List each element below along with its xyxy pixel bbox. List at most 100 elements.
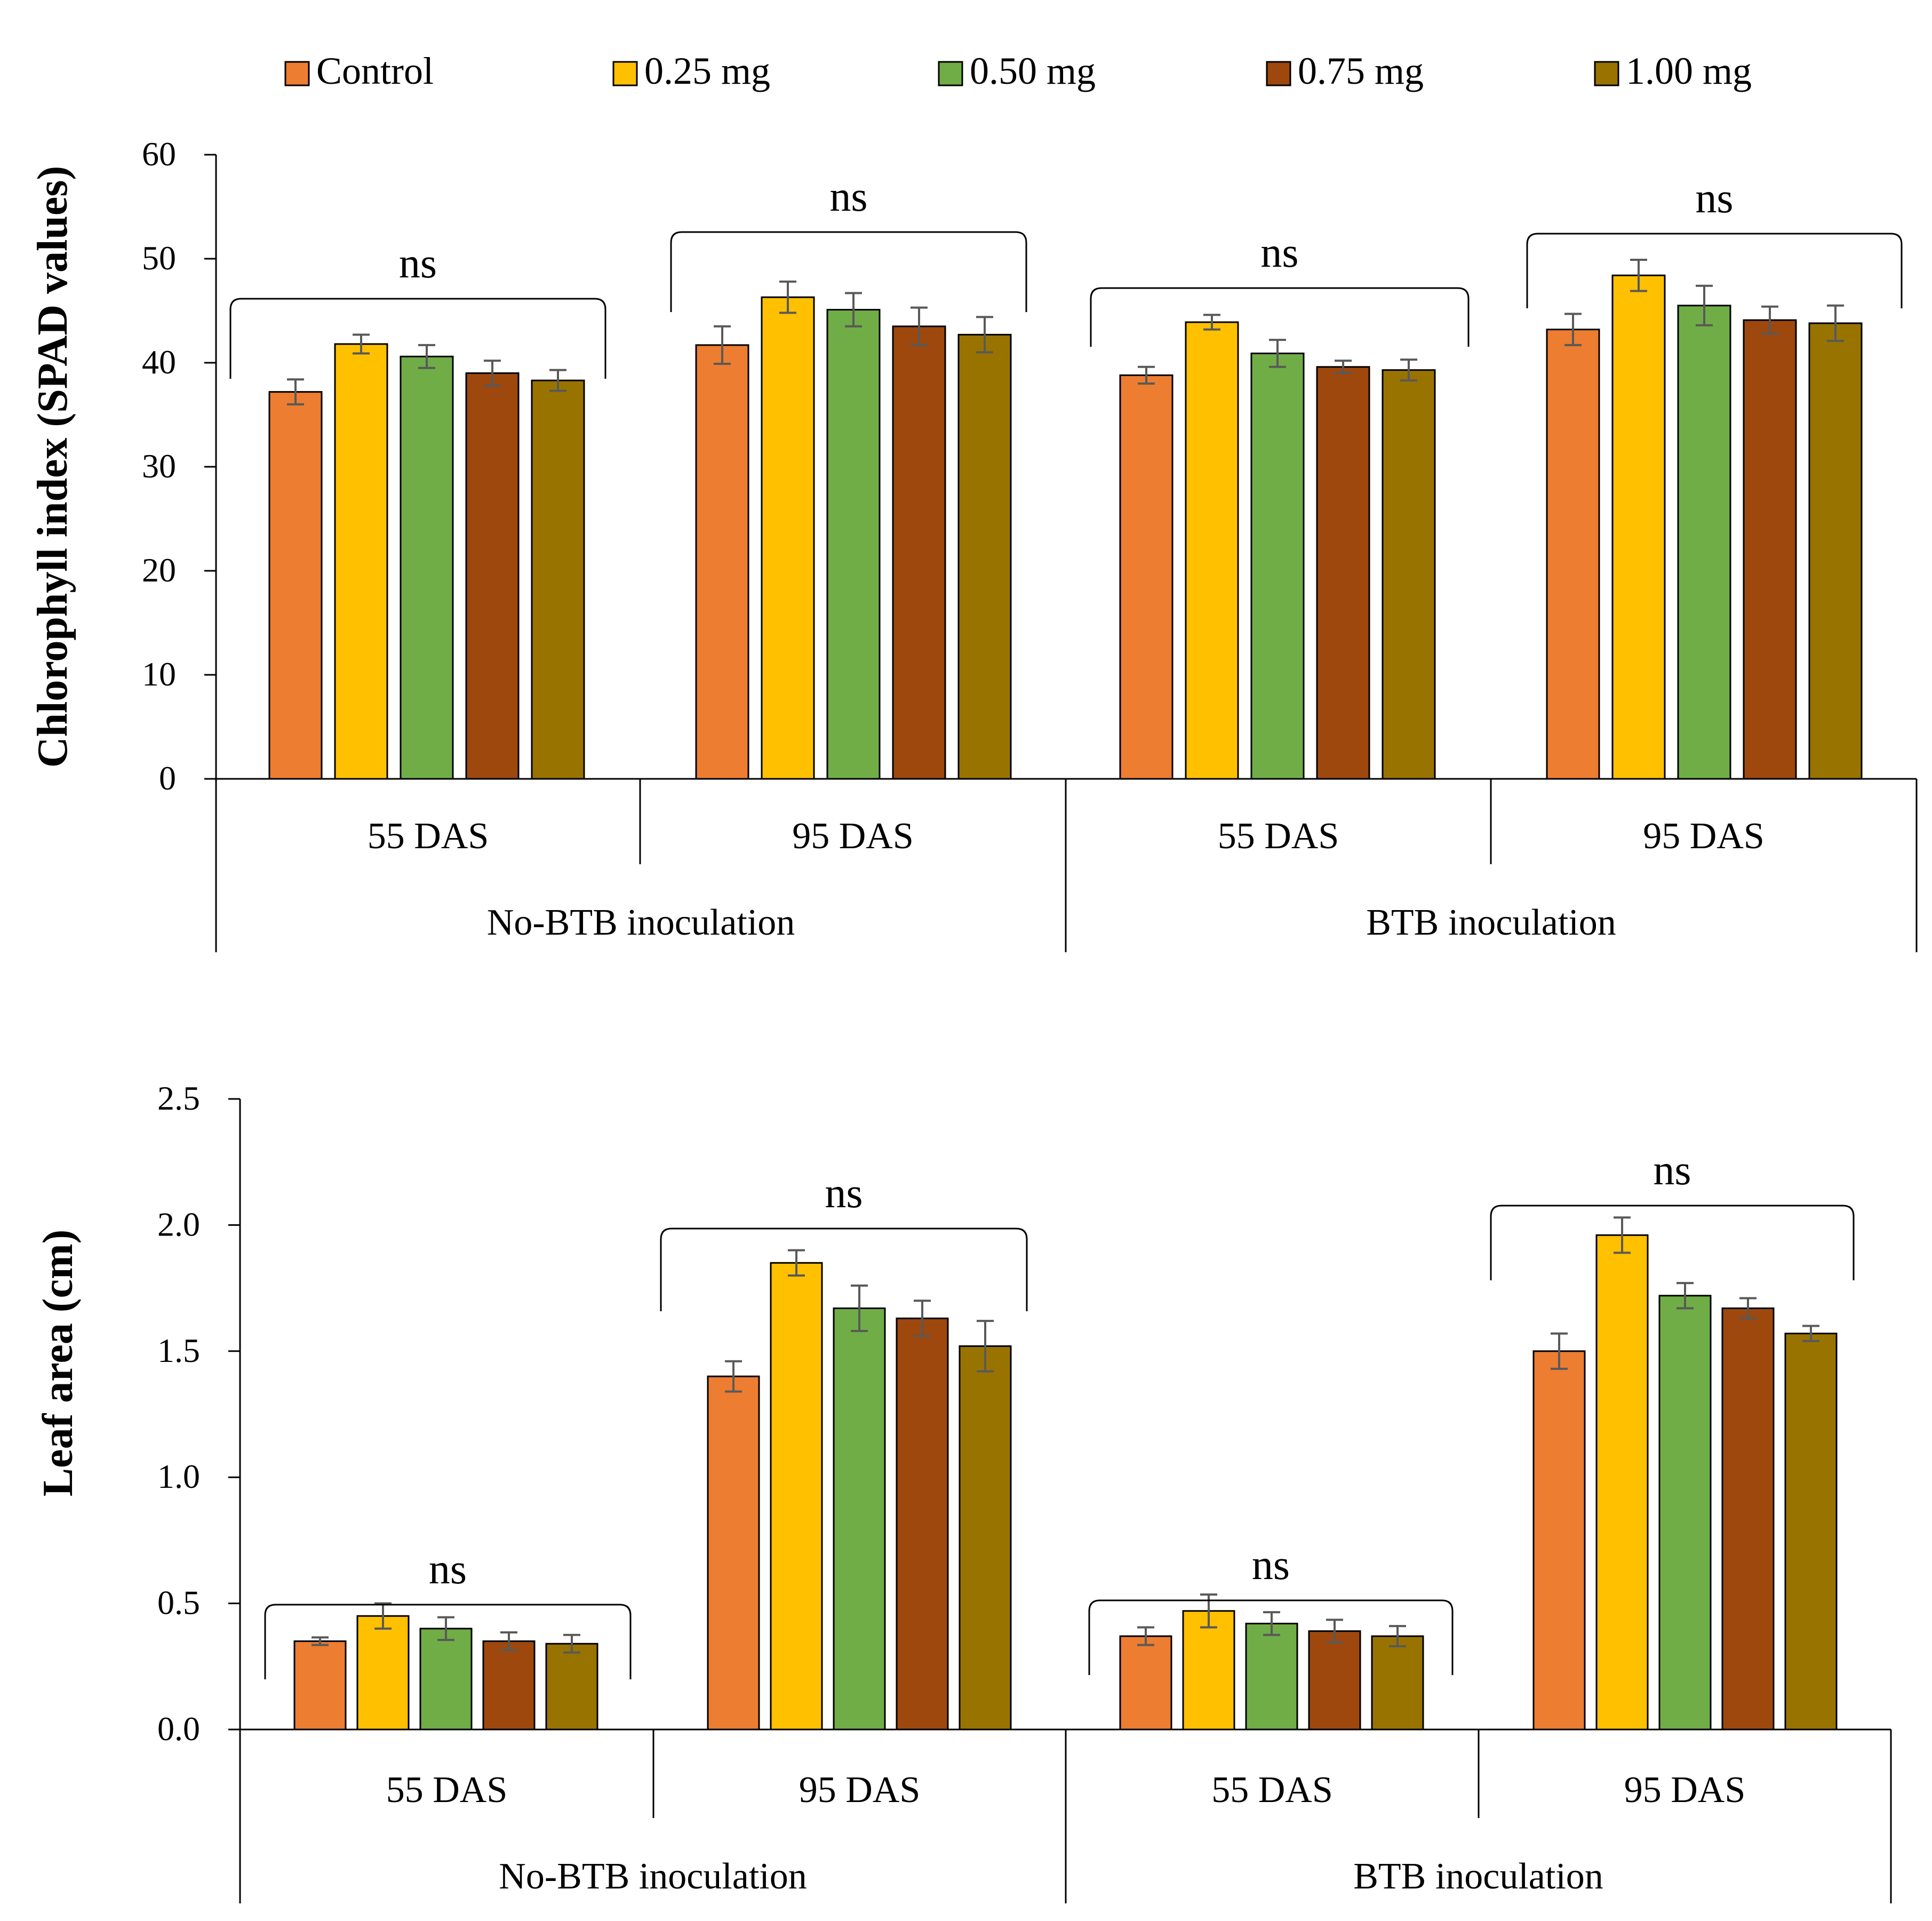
significance-label: ns — [1252, 1542, 1290, 1589]
significance-label: ns — [1260, 229, 1298, 276]
bar — [892, 325, 946, 780]
bar — [1595, 1234, 1649, 1731]
significance-bracket — [670, 231, 1027, 312]
bar — [1721, 1307, 1775, 1731]
bar — [482, 1640, 536, 1731]
legend-swatch — [612, 61, 638, 86]
error-bar — [1827, 304, 1844, 342]
error-bar — [549, 369, 566, 392]
y-tick-label: 1.5 — [157, 1332, 200, 1369]
bar — [1611, 274, 1666, 780]
parent-category-label: BTB inoculation — [1366, 902, 1616, 943]
significance-label: ns — [825, 1170, 863, 1217]
error-bar — [779, 280, 796, 314]
legend-label: 0.75 mg — [1298, 50, 1424, 92]
bar — [770, 1262, 823, 1731]
bar — [1245, 1622, 1298, 1731]
error-bar — [374, 1602, 392, 1630]
y-tick-label: 60 — [142, 135, 176, 173]
error-bar — [1761, 305, 1778, 335]
bar — [1119, 1635, 1172, 1731]
bar-group: ns — [660, 1170, 1028, 1731]
bar-group: ns — [1490, 1147, 1855, 1731]
error-bar — [563, 1633, 580, 1654]
significance-label: ns — [829, 173, 867, 220]
category-label: 95 DAS — [799, 1769, 921, 1811]
significance-label: ns — [429, 1546, 467, 1593]
error-bar — [788, 1249, 805, 1277]
y-axis-label: Leaf area (cm) — [35, 1230, 82, 1497]
y-tick-label: 1.0 — [157, 1457, 200, 1495]
category-label: 55 DAS — [1218, 816, 1339, 857]
bar — [1119, 374, 1173, 780]
y-axis-label: Chlorophyll index (SPAD values) — [29, 166, 76, 768]
error-bar — [500, 1631, 517, 1652]
leaf-area-chart: Leaf area (cm) 0.0 0.5 1.0 1.5 2.0 2.5 ns 55 DAS… — [35, 1079, 1892, 1903]
error-bar — [1326, 1619, 1343, 1644]
legend-label: 0.25 mg — [644, 50, 770, 92]
legend-swatch — [938, 61, 963, 86]
legend-item: 0.25 mg — [612, 50, 770, 92]
bar — [761, 296, 815, 780]
category-label: 55 DAS — [386, 1769, 508, 1811]
bar — [707, 1375, 760, 1731]
y-tick-label: 0.0 — [157, 1710, 200, 1748]
significance-label: ns — [1695, 175, 1733, 222]
significance-label: ns — [399, 240, 437, 287]
bar — [531, 379, 585, 780]
significance-bracket — [1088, 1599, 1454, 1675]
error-bar — [914, 1300, 931, 1337]
bar — [1743, 319, 1797, 780]
chlorophyll-chart: Chlorophyll index (SPAD values) 0 10 20 30 40… — [29, 135, 1918, 952]
bar — [959, 1345, 1012, 1731]
bar — [400, 355, 454, 780]
error-bar — [845, 292, 862, 328]
bar — [826, 309, 881, 780]
bar — [1182, 1610, 1235, 1731]
y-tick-label: 0 — [159, 759, 176, 797]
bar — [1658, 1295, 1712, 1731]
bar — [545, 1643, 598, 1731]
y-tick-label: 10 — [142, 655, 176, 693]
significance-bracket — [229, 298, 606, 379]
bar — [896, 1317, 949, 1731]
error-bar — [484, 360, 501, 387]
error-bar — [977, 1320, 994, 1373]
bar — [1382, 369, 1436, 780]
error-bar — [437, 1616, 454, 1641]
error-bar — [1389, 1625, 1406, 1647]
y-tick-label: 50 — [142, 239, 176, 277]
y-tick-label: 0.5 — [157, 1584, 200, 1622]
legend: Control 0.25 mg 0.50 mg 0.75 mg 1.00 mg — [284, 50, 1752, 92]
bar — [1250, 352, 1305, 780]
bar — [419, 1628, 473, 1731]
bar — [293, 1640, 347, 1731]
category-label: 95 DAS — [792, 816, 914, 857]
bar — [1784, 1333, 1838, 1731]
category-label: 55 DAS — [368, 816, 489, 857]
bar-group: ns — [1526, 175, 1903, 780]
parent-category-label: No-BTB inoculation — [487, 902, 795, 943]
bar — [1371, 1635, 1424, 1731]
bar — [1808, 322, 1863, 780]
bar — [465, 372, 520, 780]
error-bar — [714, 325, 731, 365]
error-bar — [1203, 314, 1220, 331]
bar-group: ns — [670, 173, 1027, 780]
error-bar — [418, 344, 435, 369]
significance-bracket — [1526, 233, 1903, 308]
significance-bracket — [1490, 1205, 1855, 1280]
bar-group: ns — [229, 240, 606, 780]
error-bar — [1564, 313, 1582, 346]
bar-group: ns — [264, 1546, 632, 1731]
error-bar — [312, 1636, 329, 1646]
bar — [1316, 366, 1370, 780]
y-tick-label: 2.0 — [157, 1205, 200, 1243]
legend-label: Control — [316, 50, 434, 92]
parent-category-label: BTB inoculation — [1353, 1856, 1603, 1897]
bar — [356, 1615, 410, 1731]
error-bar — [1551, 1332, 1568, 1370]
bar-group: ns — [1090, 229, 1470, 780]
error-bar — [1676, 1282, 1694, 1310]
